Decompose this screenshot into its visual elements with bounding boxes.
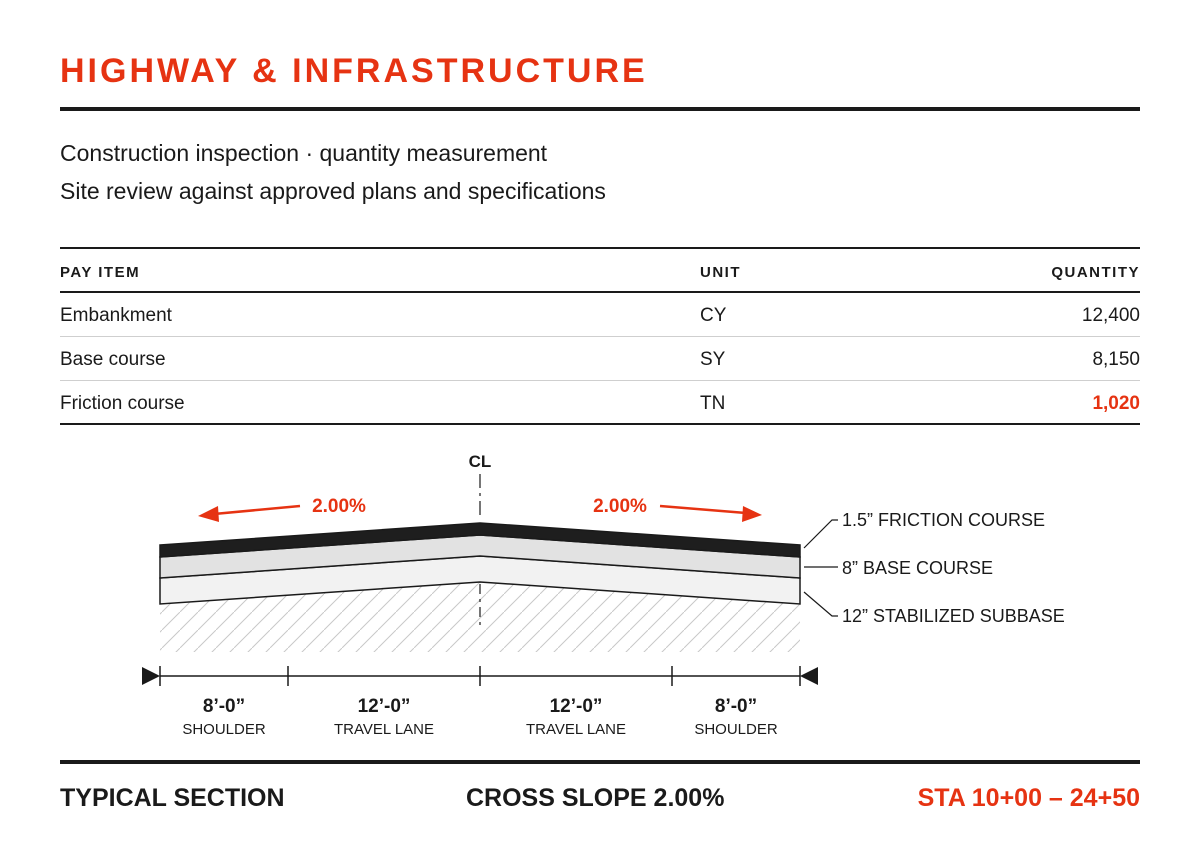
intro-line-1: Construction inspection · quantity measu… bbox=[60, 140, 548, 166]
table-row: Base course SY 8,150 bbox=[60, 337, 1140, 381]
page-title: HIGHWAY & INFRASTRUCTURE bbox=[60, 52, 648, 90]
header-rule bbox=[60, 291, 1140, 293]
slope-arrow-left bbox=[213, 504, 301, 516]
column-header-unit: UNIT bbox=[700, 264, 741, 281]
title-rule bbox=[60, 107, 1140, 111]
quantity-cell: 8,150 bbox=[1092, 349, 1140, 370]
footer-section-label: TYPICAL SECTION bbox=[60, 784, 285, 812]
layer-label-subbase: 12” STABILIZED SUBBASE bbox=[842, 606, 1065, 626]
dimension-label: TRAVEL LANE bbox=[526, 721, 626, 738]
layer-label-base: 8” BASE COURSE bbox=[842, 558, 993, 578]
footer-station-range: STA 10+00 – 24+50 bbox=[917, 784, 1140, 812]
dimension-arrow-left bbox=[142, 667, 160, 685]
slope-arrowhead-right bbox=[742, 506, 762, 522]
friction-course-layer bbox=[159, 522, 801, 558]
quantity-cell-highlight: 1,020 bbox=[1092, 393, 1140, 414]
layer-label-friction: 1.5” FRICTION COURSE bbox=[842, 510, 1045, 530]
dimension-value: 12’-0” bbox=[358, 696, 411, 717]
unit-cell: TN bbox=[700, 393, 726, 414]
leader-subbase bbox=[803, 591, 838, 617]
pay-item-cell: Friction course bbox=[60, 393, 185, 414]
pay-item-cell: Embankment bbox=[60, 305, 172, 326]
dimension-arrow-right bbox=[800, 667, 818, 685]
dimension-label: SHOULDER bbox=[182, 721, 266, 738]
slope-arrowhead-left bbox=[198, 506, 219, 522]
column-header-pay-item: PAY ITEM bbox=[60, 264, 141, 281]
dimension-label: TRAVEL LANE bbox=[334, 721, 434, 738]
intro-line-2: Site review against approved plans and s… bbox=[60, 178, 606, 204]
centerline-label: CL bbox=[469, 452, 492, 471]
pay-item-cell: Base course bbox=[60, 349, 166, 370]
quantity-cell: 12,400 bbox=[1081, 305, 1140, 326]
table-row: Friction course TN 1,020 bbox=[60, 381, 1140, 425]
slope-arrow-right bbox=[659, 504, 747, 515]
column-header-quantity: QUANTITY bbox=[1051, 264, 1140, 281]
table-top-rule bbox=[60, 247, 1140, 249]
dimension-value: 8’-0” bbox=[203, 696, 245, 717]
footer-cross-slope: CROSS SLOPE 2.00% bbox=[466, 784, 725, 812]
leader-friction bbox=[803, 519, 838, 549]
dimension-value: 12’-0” bbox=[550, 696, 603, 717]
slope-label-right: 2.00% bbox=[593, 496, 647, 517]
unit-cell: SY bbox=[700, 349, 726, 370]
slope-label-left: 2.00% bbox=[312, 496, 366, 517]
table-row: Embankment CY 12,400 bbox=[60, 293, 1140, 337]
footer-rule bbox=[60, 760, 1140, 764]
dimension-value: 8’-0” bbox=[715, 696, 757, 717]
unit-cell: CY bbox=[700, 305, 727, 326]
dimension-label: SHOULDER bbox=[694, 721, 778, 738]
